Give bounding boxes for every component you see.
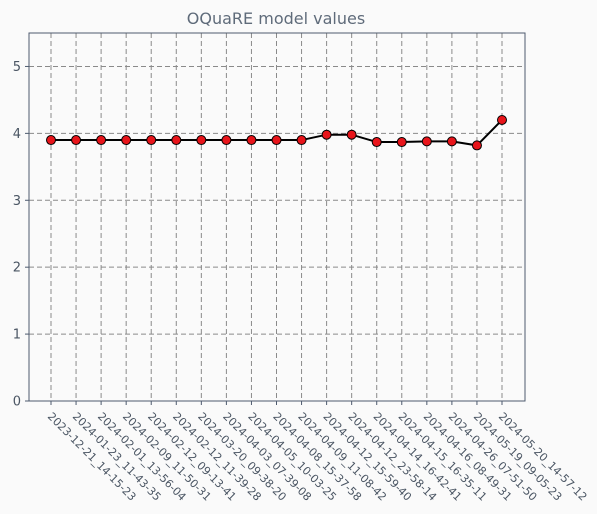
x-axis-ticks: 2023-12-21_14-15-232024-01-23_11-43-3520…: [45, 401, 589, 504]
data-point: [246, 135, 257, 146]
data-point: [346, 129, 357, 140]
data-point: [96, 135, 107, 146]
series: [46, 114, 507, 151]
y-tick-label: 2: [13, 261, 21, 276]
data-point: [171, 135, 182, 146]
data-point: [221, 135, 232, 146]
data-point: [471, 140, 482, 151]
y-tick-label: 1: [13, 328, 21, 343]
data-point: [421, 136, 432, 147]
y-tick-label: 4: [13, 127, 21, 142]
data-point: [121, 135, 132, 146]
data-point: [146, 135, 157, 146]
chart-title: OQuaRE model values: [187, 9, 365, 28]
data-point: [296, 135, 307, 146]
data-point: [396, 137, 407, 148]
y-tick-label: 0: [13, 395, 21, 410]
data-point: [196, 135, 207, 146]
data-point: [71, 135, 82, 146]
data-point: [371, 137, 382, 148]
data-point: [497, 114, 507, 125]
data-point: [271, 135, 282, 146]
data-point: [46, 135, 56, 146]
y-tick-label: 5: [13, 60, 21, 75]
data-point: [446, 136, 457, 147]
data-point: [321, 129, 332, 140]
grid: [29, 33, 525, 402]
y-tick-label: 3: [13, 194, 21, 209]
y-axis-ticks: 0 1 2 3 4 5: [13, 60, 29, 410]
